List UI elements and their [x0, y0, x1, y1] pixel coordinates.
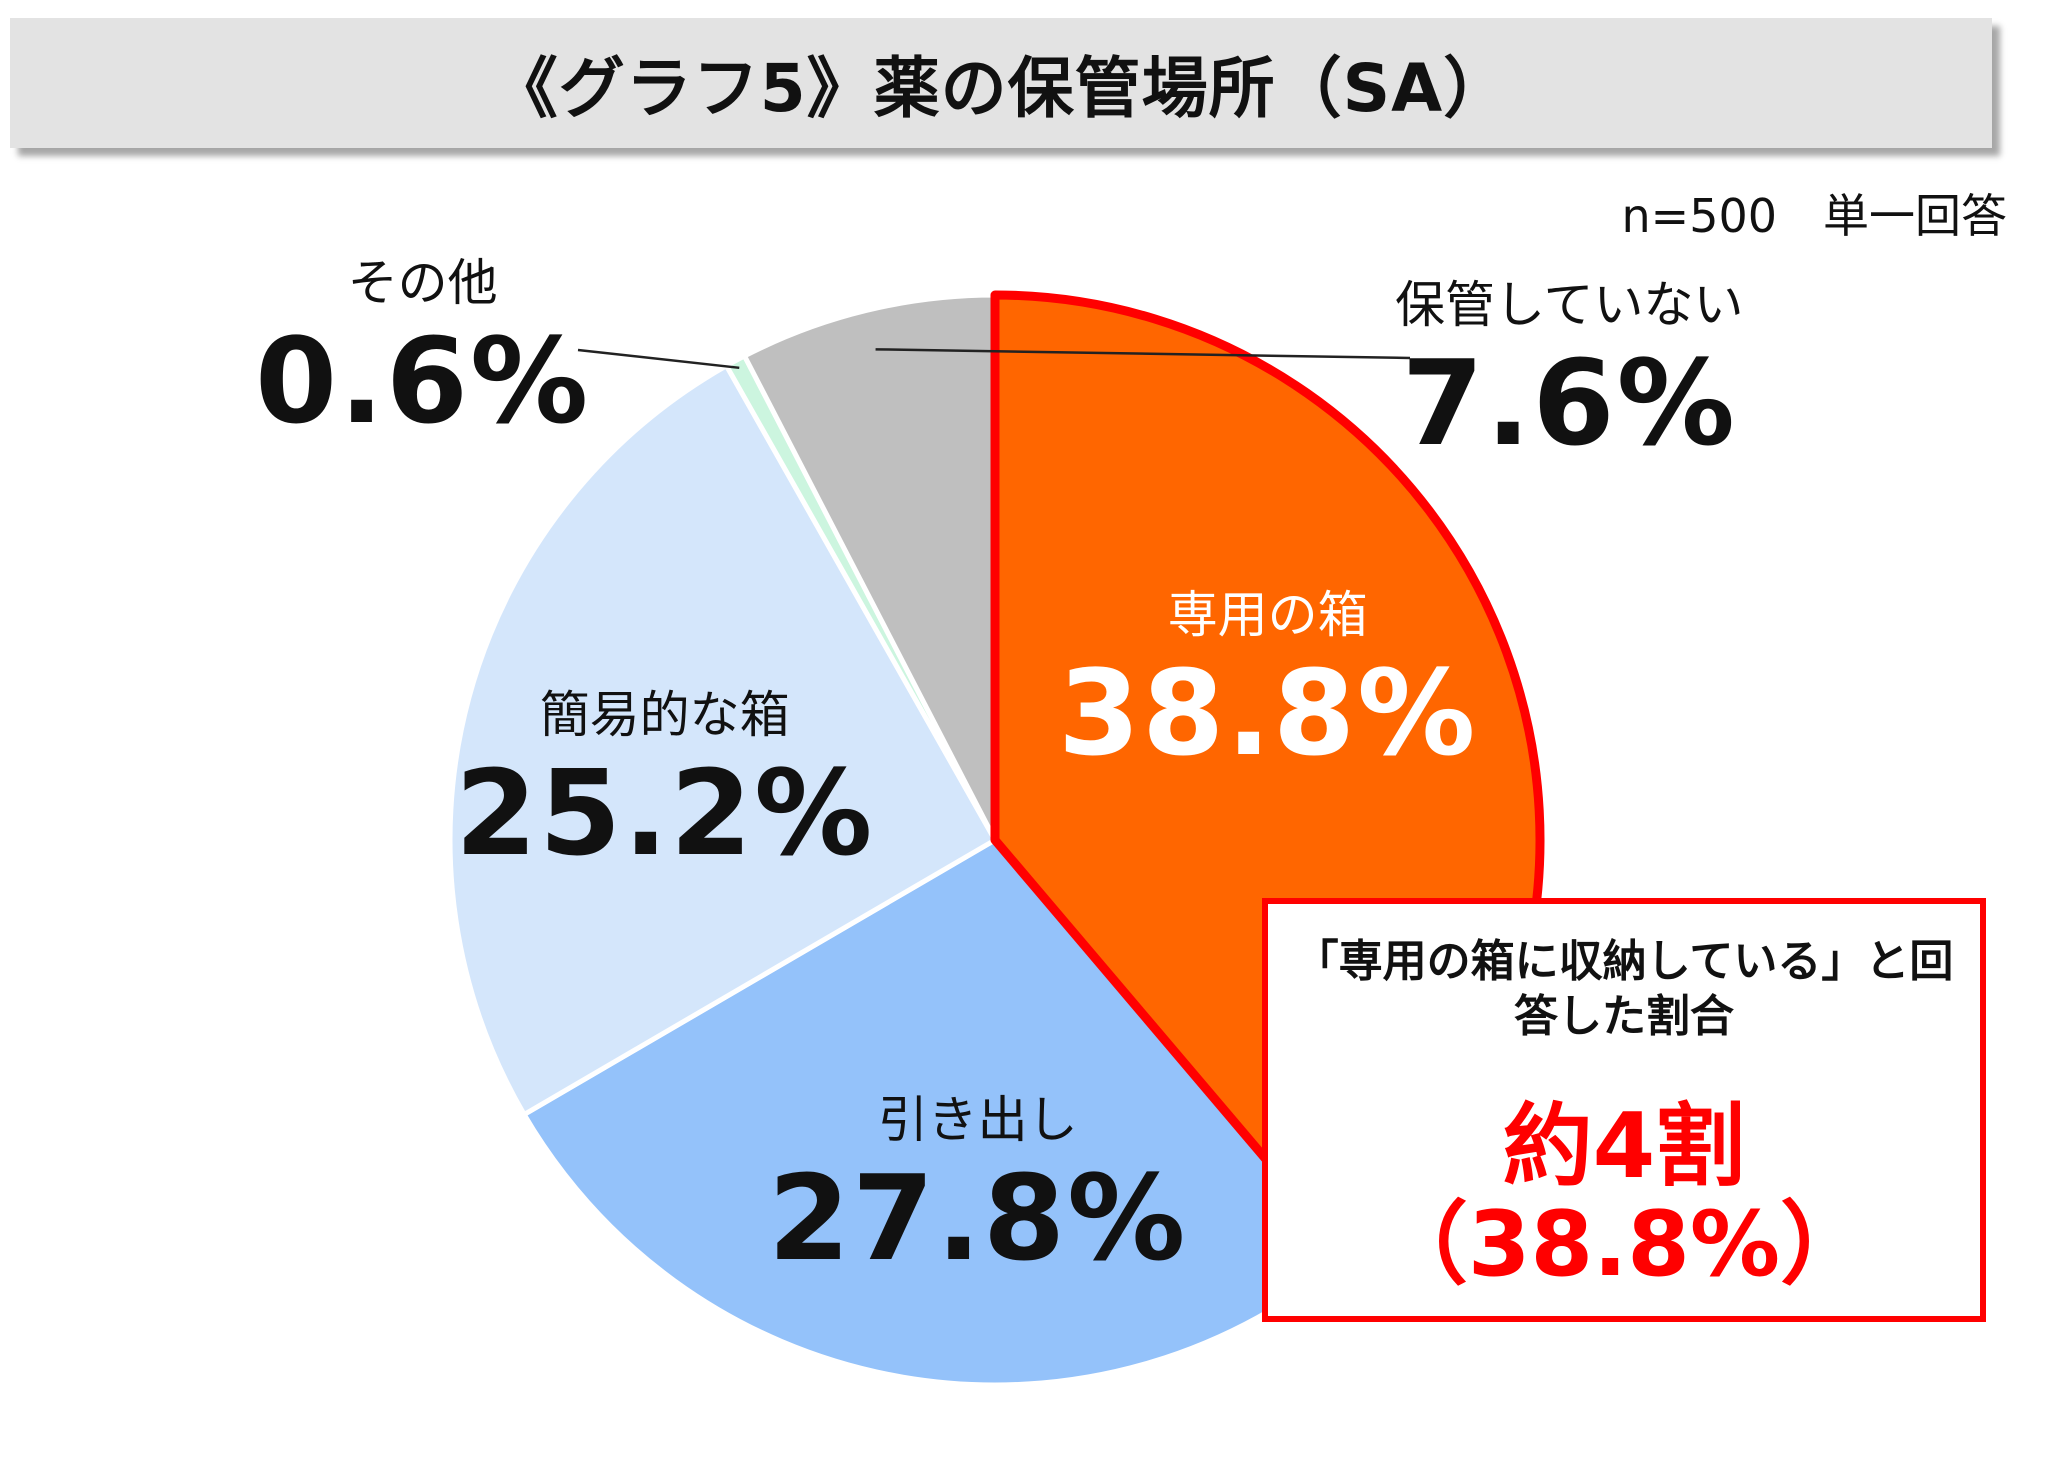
label-drawer: 引き出し 27.8% [768, 1095, 1187, 1277]
callout-headline: 約4割 [1502, 1094, 1746, 1199]
slice-value-simple-box: 25.2% [455, 744, 875, 882]
leader-line-not-stored [875, 348, 1411, 360]
slice-value-drawer: 27.8% [768, 1149, 1188, 1287]
slice-name-drawer: 引き出し [877, 1091, 1078, 1149]
title-bar: 《グラフ5》薬の保管場所（SA） [10, 18, 1992, 148]
sample-note: n=500 単一回答 [1621, 189, 2008, 243]
slice-name-simple-box: 簡易的な箱 [539, 686, 790, 744]
highlight-callout: 「専用の箱に収納している」と回答した割合 約4割 （38.8%） [1262, 898, 1986, 1322]
label-simple-box: 簡易的な箱 25.2% [455, 690, 874, 872]
label-dedicated-box: 専用の箱 38.8% [1058, 590, 1477, 772]
slice-name-dedicated-box: 専用の箱 [1167, 586, 1368, 644]
chart-title: 《グラフ5》薬の保管場所（SA） [491, 50, 1511, 127]
pie-slice-simple-box [447, 362, 999, 1118]
label-other: その他 0.6% [255, 258, 590, 440]
callout-value: （38.8%） [1377, 1191, 1871, 1297]
callout-description: 「専用の箱に収納している」と回答した割合 [1294, 936, 1954, 1042]
slice-value-not-stored: 7.6% [1401, 334, 1737, 472]
slice-name-not-stored: 保管していない [1395, 276, 1744, 334]
label-not-stored: 保管していない 7.6% [1395, 280, 1744, 462]
leader-line-other [577, 348, 740, 370]
pie-slice-drawer [520, 836, 1352, 1388]
slice-value-other: 0.6% [255, 312, 591, 450]
slice-name-other: その他 [347, 254, 498, 312]
pie-slice-not-stored [741, 292, 998, 842]
slice-value-dedicated-box: 38.8% [1058, 644, 1478, 782]
